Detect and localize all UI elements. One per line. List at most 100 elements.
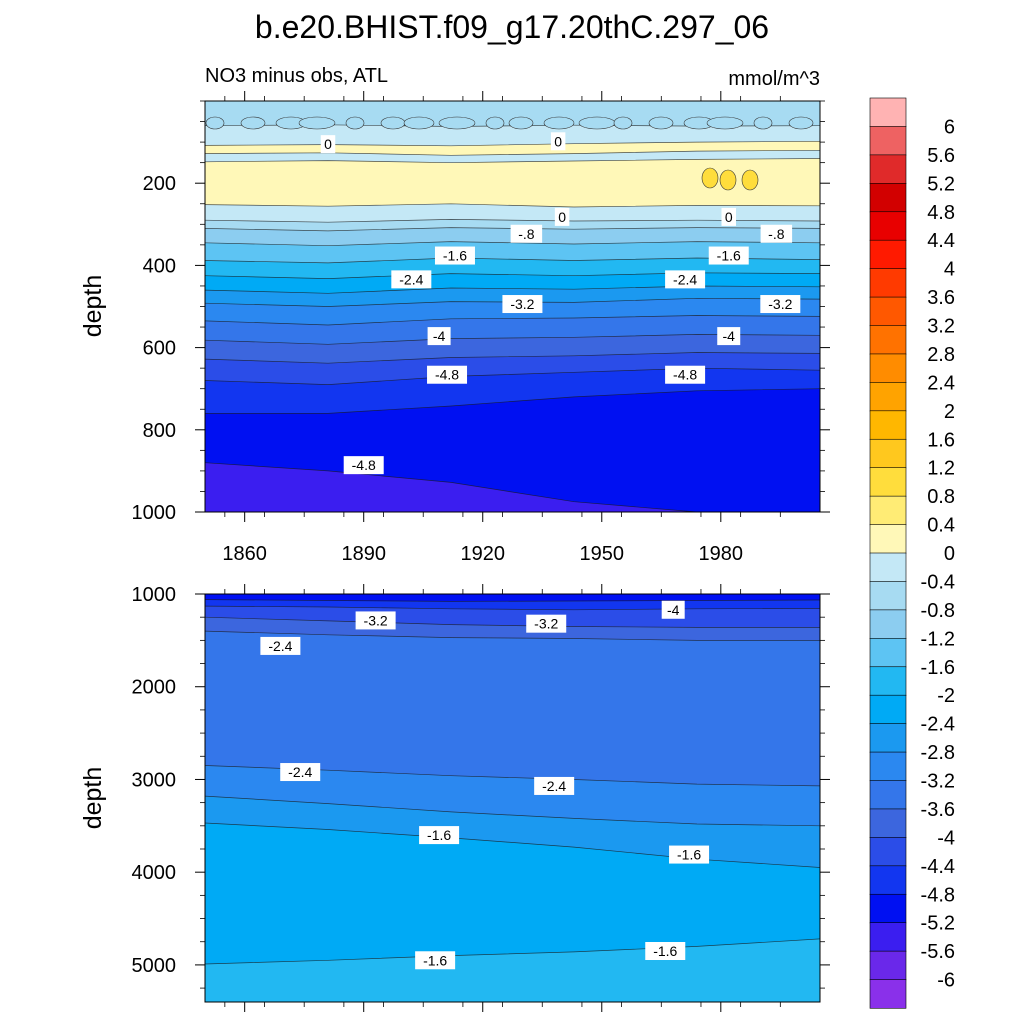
top-surface-patch	[380, 116, 406, 130]
top-contour-label: -3.2	[502, 295, 543, 314]
top-surface-patch	[298, 116, 336, 130]
colorbar-box	[869, 666, 907, 696]
top-contour-line-10	[204, 285, 821, 294]
colorbar-label: -2	[937, 685, 955, 707]
colorbar-box	[869, 524, 907, 554]
top-title-right: mmol/m^3	[728, 68, 820, 90]
colorbar-label: -0.8	[921, 600, 955, 622]
contour-label-bg	[665, 365, 706, 384]
colorbar-label: 4	[944, 259, 955, 281]
contour-label-bg	[391, 270, 432, 289]
top-surface-patch	[543, 116, 575, 130]
bottom-plot-frame	[204, 593, 821, 1003]
top-ylabel: depth	[79, 275, 107, 338]
bot-contour-label: -1.6	[669, 845, 710, 864]
colorbar-label: -5.6	[921, 941, 955, 963]
colorbar-box	[869, 723, 907, 753]
contour-label-text: -1.6	[717, 248, 741, 264]
x-tick-label: 1860	[222, 543, 267, 565]
colorbar-box	[869, 552, 907, 583]
contour-label-text: -3.2	[768, 296, 792, 312]
top-surface-patch	[578, 116, 616, 130]
contour-label-bg	[280, 763, 321, 782]
y-tick-label: 200	[143, 173, 176, 195]
colorbar-label: 3.2	[927, 316, 955, 338]
contour-label-text: -2.4	[673, 271, 697, 287]
colorbar-box	[869, 922, 907, 952]
bot-contour-label: -1.6	[645, 942, 686, 960]
contour-label-bg	[526, 614, 567, 633]
top-contour-line-12	[204, 315, 821, 326]
bot-contour-label: -1.6	[419, 826, 460, 845]
x-tick-label: 1980	[699, 543, 744, 565]
contour-label-text: -3.2	[364, 612, 388, 628]
contour-label-text: 0	[558, 209, 566, 225]
colorbar-box	[869, 154, 907, 184]
colorbar-box	[869, 97, 907, 128]
contour-label-bg	[760, 224, 793, 243]
top-contour-label: 0	[320, 135, 336, 154]
top-contour-label: 0	[721, 207, 736, 226]
contour-label-bg	[502, 295, 543, 314]
colorbar-label: 2.4	[927, 372, 955, 394]
colorbar-box	[869, 638, 907, 668]
top-contour-line-2	[204, 149, 821, 156]
bottom-contour-lines	[204, 599, 821, 965]
contour-label-bg	[669, 845, 710, 864]
top-surface-patch	[613, 116, 633, 130]
contour-label-text: -2.4	[268, 638, 292, 654]
contour-label-bg	[415, 951, 456, 970]
colorbar-label: -3.2	[921, 771, 955, 793]
contour-label-bg	[434, 246, 475, 265]
top-contour-label: -1.6	[708, 246, 749, 265]
colorbar-box	[869, 893, 907, 924]
colorbar-box	[869, 211, 907, 241]
top-title-left: NO3 minus obs, ATL	[205, 65, 388, 87]
top-contour-line-7	[204, 241, 821, 247]
colorbar-box	[869, 609, 907, 639]
y-tick-label: 600	[143, 338, 176, 360]
top-band-17	[205, 462, 820, 512]
colorbar-label: 6	[944, 116, 955, 138]
contour-label-bg	[661, 600, 685, 619]
top-contour-line-4	[204, 203, 821, 208]
top-surface-patch	[485, 116, 505, 130]
colorbar-label: 0	[944, 543, 955, 565]
top-surface-patch	[205, 116, 225, 130]
top-axes: 1860 1890 1920 1950 1980 200 400 600 800 1000	[132, 91, 830, 565]
y-tick-label: 2000	[132, 677, 177, 699]
colorbar-label: -1.6	[921, 657, 955, 679]
bottom-ylabel: depth	[79, 767, 107, 830]
colorbar-label: -3.6	[921, 799, 955, 821]
colorbar-box	[869, 694, 907, 725]
top-surface-patch	[706, 116, 744, 130]
colorbar-label: -4.8	[921, 884, 955, 906]
contour-label-text: -2.4	[288, 764, 312, 780]
bot-contour-label: -2.4	[260, 636, 301, 655]
contour-label-bg	[510, 224, 543, 243]
y-tick-label: 400	[143, 255, 176, 277]
colorbar-box	[869, 325, 907, 355]
top-contour-line-1	[204, 140, 821, 147]
top-contour-label: -3.2	[760, 295, 801, 314]
contour-label-bg	[717, 327, 741, 346]
top-subsurface-patch	[719, 169, 737, 191]
top-surface-patch	[788, 116, 814, 130]
colorbar-label: 5.6	[927, 145, 955, 167]
colorbar-label: 2.8	[927, 344, 955, 366]
contour-label-bg	[419, 826, 460, 845]
top-contour-line-16	[205, 388, 821, 414]
top-contour-label: 0	[550, 132, 566, 151]
contour-label-text: -1.6	[677, 847, 701, 863]
y-tick-label: 3000	[132, 769, 177, 791]
y-tick-label: 1000	[132, 502, 177, 524]
bottom-panel: -3.2 -3.2 -4 -2.4 -2.4 -2.4 -1.6 -1.6 -1.6 -1.6 1…	[79, 584, 830, 1012]
contour-label-bg	[343, 456, 384, 475]
colorbar-label: -4	[937, 827, 955, 849]
colorbar-box	[869, 183, 907, 213]
contour-label-text: 0	[324, 136, 332, 152]
top-contour-label: -2.4	[665, 270, 706, 289]
colorbar-box	[869, 865, 907, 895]
bottom-contour-labels: -3.2 -3.2 -4 -2.4 -2.4 -2.4 -1.6 -1.6 -1.6 -1.6	[260, 600, 710, 970]
